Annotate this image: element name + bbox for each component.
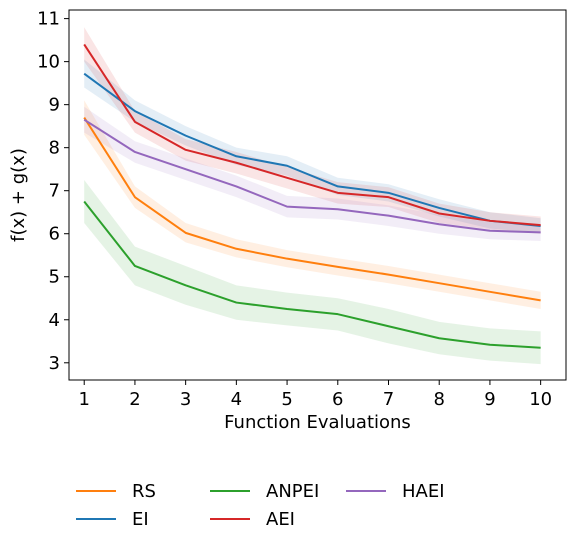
y-tick-label: 11 xyxy=(37,9,60,30)
x-tick-label: 8 xyxy=(433,389,444,410)
x-tick-label: 2 xyxy=(129,389,140,410)
line-anpei xyxy=(83,200,541,349)
y-tick-label: 4 xyxy=(49,310,60,331)
x-tick-label: 5 xyxy=(281,389,292,410)
band-aei xyxy=(84,27,541,234)
y-axis-label: f(x) + g(x) xyxy=(8,148,29,242)
legend-label-ei: EI xyxy=(132,509,149,530)
x-axis-ticks: 1 2 3 4 5 6 7 8 9 10 xyxy=(78,380,552,410)
x-tick-label: 9 xyxy=(484,389,495,410)
x-tick-label: 4 xyxy=(231,389,242,410)
line-rs xyxy=(83,117,541,302)
legend: RS EI ANPEI AEI HAEI xyxy=(76,481,445,530)
band-rs xyxy=(84,100,541,310)
y-tick-label: 10 xyxy=(37,52,60,73)
y-tick-label: 6 xyxy=(49,224,60,245)
y-tick-label: 5 xyxy=(49,267,60,288)
confidence-bands xyxy=(84,27,541,365)
x-tick-label: 7 xyxy=(383,389,394,410)
plot-frame xyxy=(68,9,567,381)
legend-label-rs: RS xyxy=(132,481,156,502)
x-tick-label: 6 xyxy=(332,389,343,410)
legend-label-aei: AEI xyxy=(266,509,295,530)
line-ei xyxy=(83,72,541,227)
line-haei xyxy=(83,118,541,234)
y-tick-label: 3 xyxy=(49,353,60,374)
band-ei xyxy=(84,59,541,233)
x-axis-label: Function Evaluations xyxy=(224,412,411,433)
legend-label-anpei: ANPEI xyxy=(266,481,319,502)
band-haei xyxy=(84,106,541,242)
y-tick-label: 8 xyxy=(49,138,60,159)
x-tick-label: 1 xyxy=(78,389,89,410)
x-tick-label: 10 xyxy=(529,389,552,410)
y-tick-label: 7 xyxy=(49,181,60,202)
series-lines xyxy=(83,43,541,349)
line-aei xyxy=(83,43,541,227)
y-axis-ticks: 3 4 5 6 7 8 9 10 11 xyxy=(37,9,69,374)
y-tick-label: 9 xyxy=(49,95,60,116)
x-tick-label: 3 xyxy=(180,389,191,410)
legend-label-haei: HAEI xyxy=(402,481,445,502)
